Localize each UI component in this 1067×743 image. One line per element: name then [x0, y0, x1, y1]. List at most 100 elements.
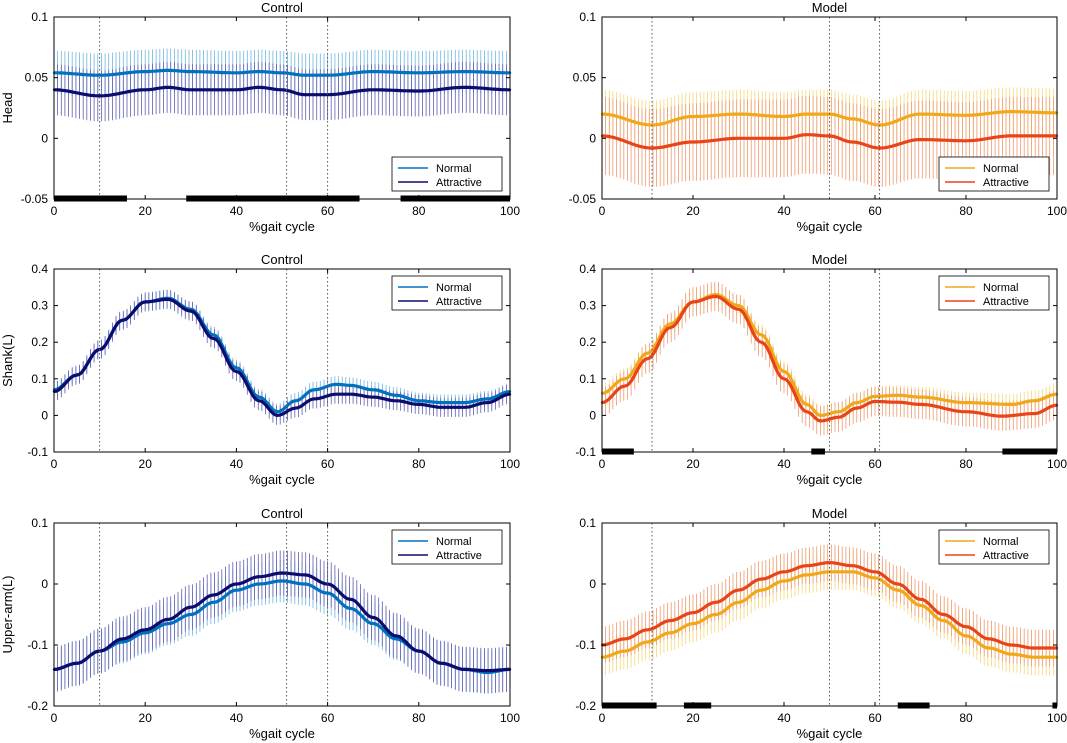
data-point [896, 401, 899, 404]
data-point [782, 137, 786, 140]
x-tick-label: 100 [1047, 204, 1067, 218]
data-point [98, 74, 101, 77]
data-point [691, 115, 695, 118]
data-point [335, 393, 338, 396]
data-point [964, 410, 968, 413]
data-point [303, 573, 306, 577]
y-tick-label: 0 [589, 408, 596, 422]
data-point [144, 88, 147, 92]
x-tick-label: 20 [686, 204, 700, 218]
y-tick-label: 0.2 [579, 335, 596, 349]
data-point [851, 140, 854, 144]
data-point [623, 384, 626, 388]
data-point [805, 403, 808, 406]
y-tick-label: -0.05 [569, 192, 597, 206]
axes-frame [601, 268, 1058, 453]
data-point [714, 601, 717, 604]
data-point [417, 71, 420, 75]
x-tick-label: 80 [959, 457, 973, 471]
data-point [349, 393, 352, 396]
y-tick-label: 0.1 [579, 372, 596, 386]
legend-label-attractive: Attractive [436, 177, 482, 189]
axes-frame [601, 16, 1058, 200]
legend: Normal Attractive [391, 275, 503, 311]
x-tick-label: 0 [51, 711, 58, 725]
chart-title: Control [261, 0, 303, 15]
data-point [737, 304, 740, 307]
data-point [1033, 646, 1036, 650]
data-point [417, 399, 420, 402]
legend-label-normal: Normal [436, 163, 471, 175]
data-point [121, 637, 124, 641]
data-point [372, 388, 375, 391]
data-point [121, 640, 124, 644]
data-point [303, 74, 306, 77]
data-point [855, 406, 858, 410]
data-point [326, 93, 329, 96]
data-point [964, 114, 968, 117]
data-point [463, 668, 466, 671]
legend-label-normal: Normal [983, 282, 1018, 294]
legend-box [938, 275, 1050, 311]
data-point [144, 300, 147, 304]
data-point [782, 570, 786, 573]
series-line-attractive [601, 294, 1058, 423]
x-tick-label: 20 [686, 711, 700, 725]
data-point [691, 622, 695, 625]
x-tick-label: 40 [777, 457, 791, 471]
data-point [1033, 399, 1036, 402]
x-axis-label: %gait cycle [797, 219, 863, 234]
data-point [486, 401, 489, 404]
x-axis-label: %gait cycle [249, 726, 315, 741]
data-point [294, 399, 297, 402]
data-point [98, 94, 101, 98]
data-point [669, 619, 672, 622]
x-tick-label: 60 [321, 457, 335, 471]
data-point [235, 582, 238, 586]
data-point [851, 570, 854, 573]
data-point [782, 370, 786, 373]
data-point [646, 352, 649, 355]
legend: Normal Attractive [391, 156, 503, 192]
data-point [760, 341, 763, 344]
data-point [189, 606, 192, 609]
legend-label-normal: Normal [436, 536, 471, 548]
legend-label-attractive: Attractive [983, 177, 1029, 189]
data-point [873, 395, 877, 398]
y-tick-label: 0.1 [579, 10, 596, 24]
x-tick-label: 80 [412, 457, 426, 471]
data-point [349, 598, 352, 601]
data-point [987, 637, 990, 641]
y-tick-label: 0 [589, 577, 596, 591]
data-point [669, 326, 672, 329]
data-point [987, 646, 990, 650]
y-tick-label: -0.2 [27, 699, 48, 713]
data-point [964, 139, 968, 142]
data-point [75, 662, 79, 665]
y-tick-label: 0 [41, 131, 48, 145]
x-tick-label: 0 [51, 457, 58, 471]
data-point [166, 86, 170, 89]
data-point [691, 140, 695, 144]
data-point [235, 588, 238, 592]
chart-title: Model [812, 0, 848, 15]
legend: Normal Attractive [391, 529, 503, 565]
data-point [235, 366, 238, 369]
data-point [919, 403, 922, 406]
x-axis-label: %gait cycle [797, 726, 863, 741]
data-point [144, 70, 147, 73]
y-tick-label: 0.05 [25, 71, 49, 85]
data-point [828, 134, 831, 138]
data-point [714, 295, 717, 298]
data-point [623, 649, 626, 653]
data-point [417, 403, 420, 406]
y-tick-label: -0.1 [575, 445, 596, 459]
x-tick-label: 20 [139, 711, 153, 725]
data-point [805, 133, 808, 136]
data-point [280, 571, 284, 575]
x-tick-label: 100 [500, 204, 520, 218]
data-point [463, 70, 466, 73]
